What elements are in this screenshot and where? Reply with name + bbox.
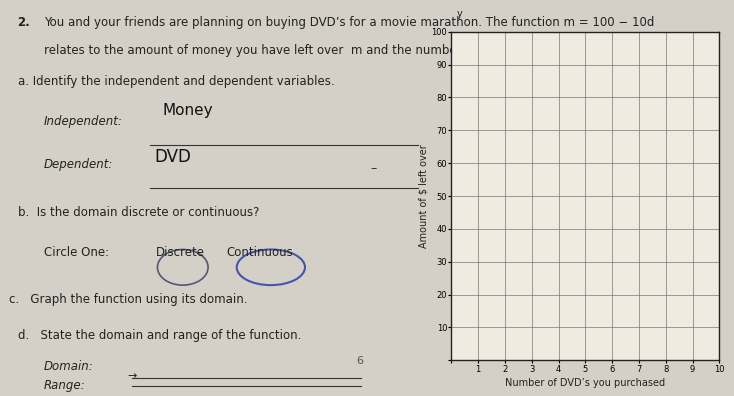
Text: Range:: Range: bbox=[44, 379, 86, 392]
Text: relates to the amount of money you have left over  m and the number of DVD’s by : relates to the amount of money you have … bbox=[44, 44, 550, 57]
Text: Domain:: Domain: bbox=[44, 360, 94, 373]
Y-axis label: Amount of $ left over: Amount of $ left over bbox=[418, 144, 429, 248]
Text: →: → bbox=[128, 371, 137, 381]
Text: Independent:: Independent: bbox=[44, 115, 123, 128]
Text: 6: 6 bbox=[357, 356, 364, 366]
Text: Continuous: Continuous bbox=[227, 246, 294, 259]
Text: b.  Is the domain discrete or continuous?: b. Is the domain discrete or continuous? bbox=[18, 206, 259, 219]
Text: a. Identify the independent and dependent variables.: a. Identify the independent and dependen… bbox=[18, 75, 334, 88]
Text: Money: Money bbox=[163, 103, 214, 118]
Text: DVD: DVD bbox=[154, 148, 191, 166]
Text: y: y bbox=[457, 9, 462, 19]
Text: Discrete: Discrete bbox=[156, 246, 206, 259]
X-axis label: Number of DVD’s you purchased: Number of DVD’s you purchased bbox=[505, 378, 666, 388]
Text: 2.: 2. bbox=[18, 16, 30, 29]
Text: Circle One:: Circle One: bbox=[44, 246, 109, 259]
Text: d.   State the domain and range of the function.: d. State the domain and range of the fun… bbox=[18, 329, 301, 342]
Text: You and your friends are planning on buying DVD’s for a movie marathon. The func: You and your friends are planning on buy… bbox=[44, 16, 655, 29]
Text: c.   Graph the function using its domain.: c. Graph the function using its domain. bbox=[9, 293, 247, 306]
Text: Dependent:: Dependent: bbox=[44, 158, 114, 171]
Text: –: – bbox=[370, 162, 377, 175]
